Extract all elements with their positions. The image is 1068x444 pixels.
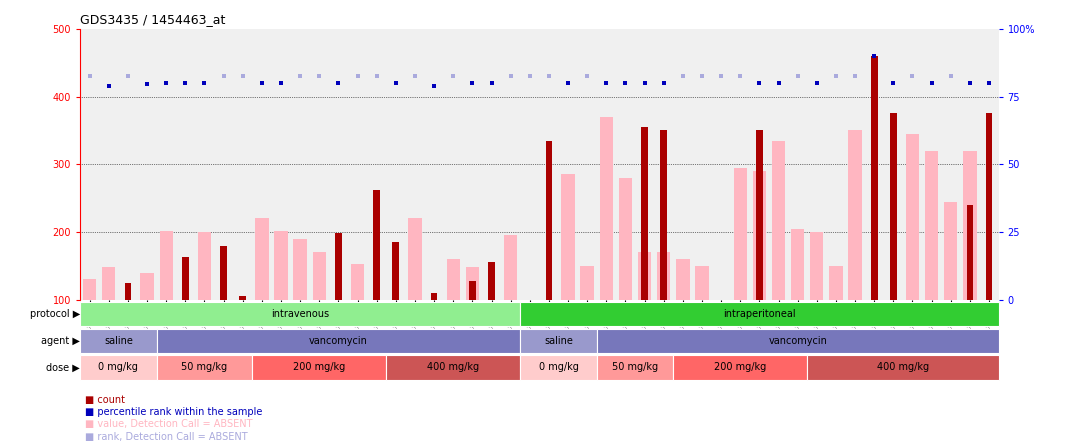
Text: ■ value, Detection Call = ABSENT: ■ value, Detection Call = ABSENT (85, 420, 253, 429)
Bar (80, 355, 157, 380)
Text: saline: saline (104, 336, 132, 346)
Bar (157, 329, 520, 353)
Bar (446, 259, 460, 300)
Text: vancomycin: vancomycin (768, 336, 827, 346)
Text: ■ count: ■ count (85, 395, 125, 404)
Bar (906, 134, 920, 300)
Bar (335, 234, 342, 300)
Bar (963, 151, 976, 300)
Bar (374, 190, 380, 300)
Bar (829, 266, 843, 300)
Bar (581, 266, 594, 300)
Bar (520, 355, 597, 380)
Text: dose ▶: dose ▶ (46, 362, 80, 373)
Text: 200 mg/kg: 200 mg/kg (293, 362, 345, 373)
Text: 400 mg/kg: 400 mg/kg (427, 362, 480, 373)
Bar (967, 205, 973, 300)
Bar (80, 302, 520, 326)
Bar (807, 355, 999, 380)
Bar (641, 127, 648, 300)
Bar (925, 151, 939, 300)
Bar (504, 235, 517, 300)
Text: 400 mg/kg: 400 mg/kg (877, 362, 929, 373)
Bar (466, 267, 480, 300)
Text: intravenous: intravenous (271, 309, 329, 319)
Bar (660, 131, 668, 300)
Bar (469, 281, 475, 300)
Text: 0 mg/kg: 0 mg/kg (538, 362, 579, 373)
Bar (546, 141, 552, 300)
Bar (80, 329, 157, 353)
Bar (387, 355, 520, 380)
Bar (182, 257, 189, 300)
Bar (638, 252, 651, 300)
Bar (520, 302, 999, 326)
Bar (676, 259, 690, 300)
Text: 0 mg/kg: 0 mg/kg (98, 362, 139, 373)
Bar (562, 174, 575, 300)
Bar (488, 262, 494, 300)
Bar (811, 232, 823, 300)
Text: agent ▶: agent ▶ (42, 336, 80, 346)
Bar (944, 202, 957, 300)
Bar (125, 283, 131, 300)
Bar (392, 242, 399, 300)
Text: ■ rank, Detection Call = ABSENT: ■ rank, Detection Call = ABSENT (85, 432, 248, 442)
Bar (313, 252, 326, 300)
Text: saline: saline (544, 336, 572, 346)
Bar (673, 355, 807, 380)
Bar (351, 265, 364, 300)
Text: ■ percentile rank within the sample: ■ percentile rank within the sample (85, 407, 263, 417)
Bar (695, 266, 709, 300)
Bar (791, 229, 804, 300)
Bar (103, 267, 115, 300)
Bar (753, 171, 766, 300)
Bar (252, 355, 387, 380)
Bar (140, 273, 154, 300)
Bar (890, 114, 897, 300)
Bar (294, 239, 307, 300)
Bar (430, 293, 438, 300)
Bar (198, 232, 211, 300)
Bar (597, 355, 673, 380)
Bar (657, 252, 671, 300)
Bar (618, 178, 632, 300)
Bar (408, 218, 422, 300)
Bar (239, 296, 246, 300)
Bar (157, 355, 252, 380)
Bar (597, 329, 999, 353)
Bar (772, 141, 785, 300)
Text: intraperitoneal: intraperitoneal (723, 309, 796, 319)
Bar (255, 218, 268, 300)
Text: 50 mg/kg: 50 mg/kg (182, 362, 227, 373)
Bar (756, 131, 763, 300)
Bar (734, 168, 747, 300)
Text: vancomycin: vancomycin (309, 336, 367, 346)
Bar (848, 131, 862, 300)
Bar (520, 329, 597, 353)
Bar (599, 117, 613, 300)
Text: 50 mg/kg: 50 mg/kg (612, 362, 658, 373)
Text: 200 mg/kg: 200 mg/kg (714, 362, 767, 373)
Bar (220, 246, 227, 300)
Text: GDS3435 / 1454463_at: GDS3435 / 1454463_at (80, 13, 225, 26)
Bar (870, 56, 878, 300)
Text: protocol ▶: protocol ▶ (30, 309, 80, 319)
Bar (274, 230, 287, 300)
Bar (159, 230, 173, 300)
Bar (83, 279, 96, 300)
Bar (986, 114, 992, 300)
